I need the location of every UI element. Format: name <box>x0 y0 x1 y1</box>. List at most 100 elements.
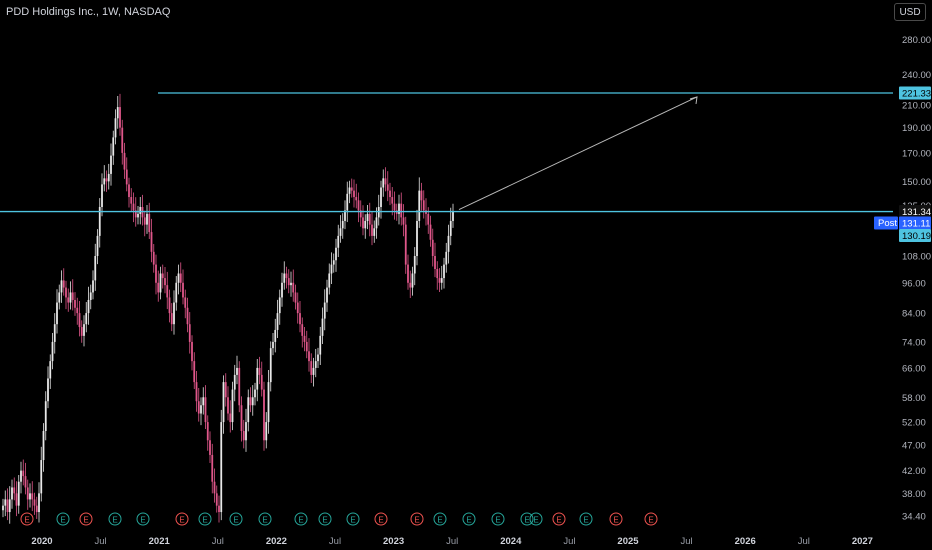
earnings-marker-icon[interactable] <box>433 512 447 526</box>
candle-body <box>242 430 245 441</box>
earnings-marker-icon[interactable] <box>491 512 505 526</box>
candle-body <box>40 460 43 494</box>
candle-body <box>123 152 126 170</box>
candle-body <box>326 287 328 303</box>
candle-body <box>17 481 20 506</box>
candle-body <box>281 282 283 298</box>
price-badge-post: 131.11 <box>902 219 930 230</box>
candle-body <box>175 282 178 303</box>
candle-body <box>38 493 40 513</box>
earnings-marker-icon[interactable] <box>56 512 70 526</box>
earnings-marker-icon[interactable] <box>258 512 272 526</box>
earnings-marker-icon[interactable] <box>175 512 189 526</box>
candle-body <box>319 335 322 355</box>
x-tick-label: Jul <box>798 536 810 547</box>
candle-body <box>407 264 409 283</box>
candle-body <box>438 278 441 283</box>
candle-body <box>321 318 324 336</box>
candle-body <box>416 220 418 257</box>
candle-body <box>173 302 175 325</box>
earnings-marker-icon[interactable] <box>198 512 212 526</box>
candle-body <box>103 178 106 185</box>
candle-body <box>247 397 250 423</box>
y-tick-label: 47.00 <box>902 441 926 452</box>
candle-body <box>89 292 92 300</box>
x-tick-label: Jul <box>446 536 458 547</box>
y-tick-label: 34.40 <box>902 511 926 522</box>
currency-button[interactable]: USD <box>894 3 926 21</box>
earnings-marker-label: E <box>378 516 383 525</box>
candle-body <box>13 487 16 494</box>
candle-body <box>314 361 317 368</box>
candle-body <box>245 422 247 441</box>
earnings-marker-label: E <box>524 516 529 525</box>
candle-body <box>116 107 119 119</box>
candle-body <box>346 193 349 211</box>
earnings-marker-icon[interactable] <box>520 512 534 526</box>
earnings-marker-icon[interactable] <box>318 512 332 526</box>
candle-body <box>128 184 130 198</box>
candle-body <box>76 307 79 314</box>
earnings-marker-icon[interactable] <box>609 512 623 526</box>
candle-body <box>15 493 18 506</box>
candle-body <box>150 232 153 252</box>
candle-body <box>137 213 139 218</box>
earnings-marker-icon[interactable] <box>229 512 243 526</box>
earnings-marker-icon[interactable] <box>79 512 93 526</box>
candle-body <box>98 206 101 236</box>
earnings-marker-icon[interactable] <box>552 512 566 526</box>
candle-body <box>35 505 38 513</box>
candle-body <box>164 278 166 286</box>
candle-body <box>260 374 263 390</box>
earnings-marker-icon[interactable] <box>374 512 388 526</box>
earnings-marker-icon[interactable] <box>294 512 308 526</box>
earnings-marker-icon[interactable] <box>529 512 543 526</box>
candle-body <box>6 499 9 513</box>
candle-body <box>278 297 281 314</box>
candle-body <box>146 213 148 225</box>
candle-body <box>251 397 254 406</box>
earnings-marker-icon[interactable] <box>108 512 122 526</box>
candle-body <box>74 299 76 308</box>
candle-body <box>44 401 47 431</box>
candle-body <box>11 487 13 500</box>
candle-body <box>366 213 369 221</box>
earnings-marker-label: E <box>414 516 419 525</box>
earnings-marker-label: E <box>140 516 145 525</box>
y-tick-label: 42.00 <box>902 466 926 477</box>
candle-body <box>161 273 164 279</box>
earnings-marker-label: E <box>613 516 618 525</box>
earnings-marker-icon[interactable] <box>20 512 34 526</box>
candle-body <box>427 213 430 225</box>
candle-body <box>296 302 299 314</box>
candle-body <box>267 382 270 423</box>
earnings-marker-icon[interactable] <box>579 512 593 526</box>
candle-body <box>110 155 112 174</box>
earnings-marker-icon[interactable] <box>346 512 360 526</box>
candle-body <box>272 341 274 349</box>
price-badge-last: 131.34 <box>902 207 931 218</box>
candle-body <box>83 324 85 336</box>
y-tick-label: 84.00 <box>902 309 926 320</box>
candle-body <box>80 327 83 336</box>
candle-body <box>375 217 378 229</box>
candle-body <box>283 273 286 283</box>
candle-body <box>353 190 355 198</box>
candle-body <box>191 341 193 362</box>
earnings-marker-icon[interactable] <box>462 512 476 526</box>
candle-body <box>276 313 279 330</box>
earnings-marker-icon[interactable] <box>644 512 658 526</box>
candle-body <box>249 397 252 406</box>
y-tick-label: 210.00 <box>902 100 931 111</box>
earnings-marker-label: E <box>179 516 184 525</box>
candle-body <box>166 285 169 298</box>
earnings-marker-icon[interactable] <box>410 512 424 526</box>
candle-body <box>121 127 124 153</box>
candle-body <box>49 361 52 379</box>
candle-body <box>236 367 238 375</box>
candle-body <box>195 382 198 402</box>
candle-body <box>350 187 353 191</box>
projection-arrow[interactable] <box>458 96 698 211</box>
earnings-marker-icon[interactable] <box>136 512 150 526</box>
